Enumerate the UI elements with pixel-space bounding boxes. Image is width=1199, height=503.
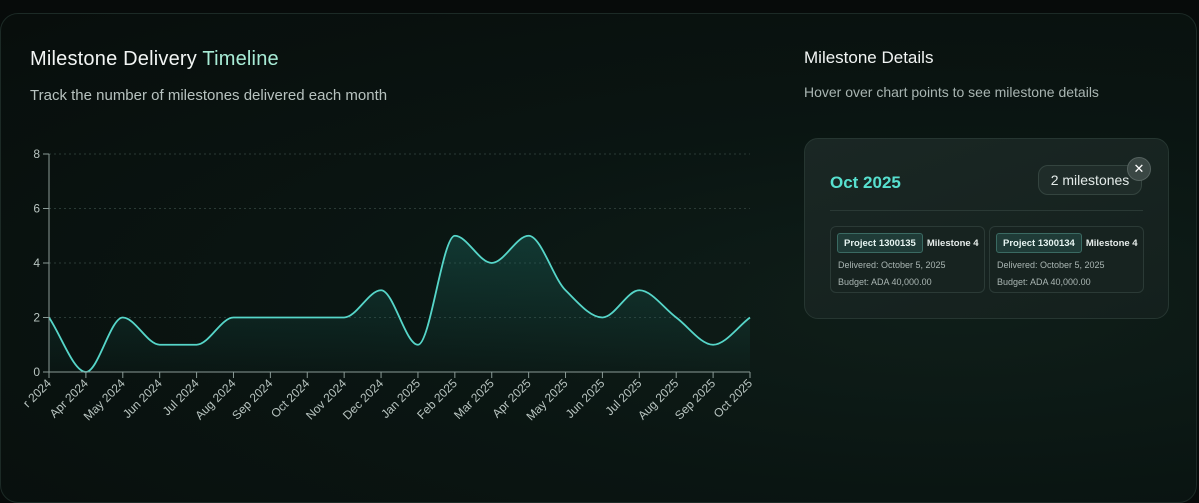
data-point[interactable]: [301, 312, 313, 324]
data-point[interactable]: [449, 230, 461, 242]
x-tick-label: Oct 2025: [711, 376, 756, 421]
panel-divider: [830, 210, 1143, 211]
y-tick-label: 0: [33, 365, 40, 379]
milestone-detail-panel: Oct 2025 2 milestones ✕ Project 1300135 …: [804, 138, 1169, 319]
page-subtitle: Track the number of milestones delivered…: [30, 87, 388, 104]
y-tick-label: 6: [33, 202, 40, 216]
project-tag: Project 1300135: [837, 233, 923, 253]
data-point[interactable]: [412, 339, 424, 351]
y-tick-label: 8: [33, 147, 40, 161]
data-point[interactable]: [227, 312, 239, 324]
x-tick-label: Jun 2024: [120, 376, 165, 421]
milestone-card: Project 1300135 Milestone 4 Delivered: O…: [830, 226, 985, 293]
details-title: Milestone Details: [804, 48, 934, 67]
data-point[interactable]: [523, 230, 535, 242]
data-point[interactable]: [154, 339, 166, 351]
data-point[interactable]: [117, 312, 129, 324]
data-point[interactable]: [486, 257, 498, 269]
series-area: [49, 235, 750, 372]
title-main: Milestone Delivery: [30, 48, 197, 70]
data-point[interactable]: [596, 312, 608, 324]
data-point[interactable]: [338, 312, 350, 324]
data-point[interactable]: [191, 339, 203, 351]
data-point[interactable]: [264, 312, 276, 324]
data-point[interactable]: [80, 366, 92, 378]
details-subtitle: Hover over chart points to see milestone…: [804, 84, 1099, 100]
milestone-name: Milestone 4: [926, 237, 979, 249]
data-point[interactable]: [43, 312, 55, 324]
data-point[interactable]: [670, 312, 682, 324]
y-tick-label: 2: [33, 311, 40, 325]
series-line: [48, 234, 751, 373]
x-tick-label: Mar 2025: [451, 376, 497, 422]
x-tick-label: r 2024: [20, 376, 54, 410]
page-title: Milestone Delivery Timeline: [30, 48, 279, 71]
milestone-delivered: Delivered: October 5, 2025: [997, 260, 1105, 270]
x-tick-label: Sep 2024: [229, 376, 275, 422]
title-accent: Timeline: [202, 48, 279, 70]
close-icon[interactable]: ✕: [1127, 157, 1151, 181]
panel-month: Oct 2025: [830, 173, 901, 192]
data-point[interactable]: [375, 284, 387, 296]
data-point[interactable]: [560, 284, 572, 296]
milestone-budget: Budget: ADA 40,000.00: [997, 277, 1091, 287]
milestone-name: Milestone 4: [1085, 237, 1138, 249]
milestone-budget: Budget: ADA 40,000.00: [838, 277, 932, 287]
x-tick-label: Sep 2025: [672, 376, 718, 422]
milestone-delivered: Delivered: October 5, 2025: [838, 260, 946, 270]
x-tick-label: Dec 2024: [340, 376, 386, 422]
milestone-card: Project 1300134 Milestone 4 Delivered: O…: [989, 226, 1144, 293]
x-tick-label: Jun 2025: [563, 376, 608, 421]
project-tag: Project 1300134: [996, 233, 1082, 253]
data-point[interactable]: [633, 284, 645, 296]
data-point[interactable]: [744, 312, 756, 324]
data-point[interactable]: [707, 339, 719, 351]
y-tick-label: 4: [33, 256, 40, 270]
